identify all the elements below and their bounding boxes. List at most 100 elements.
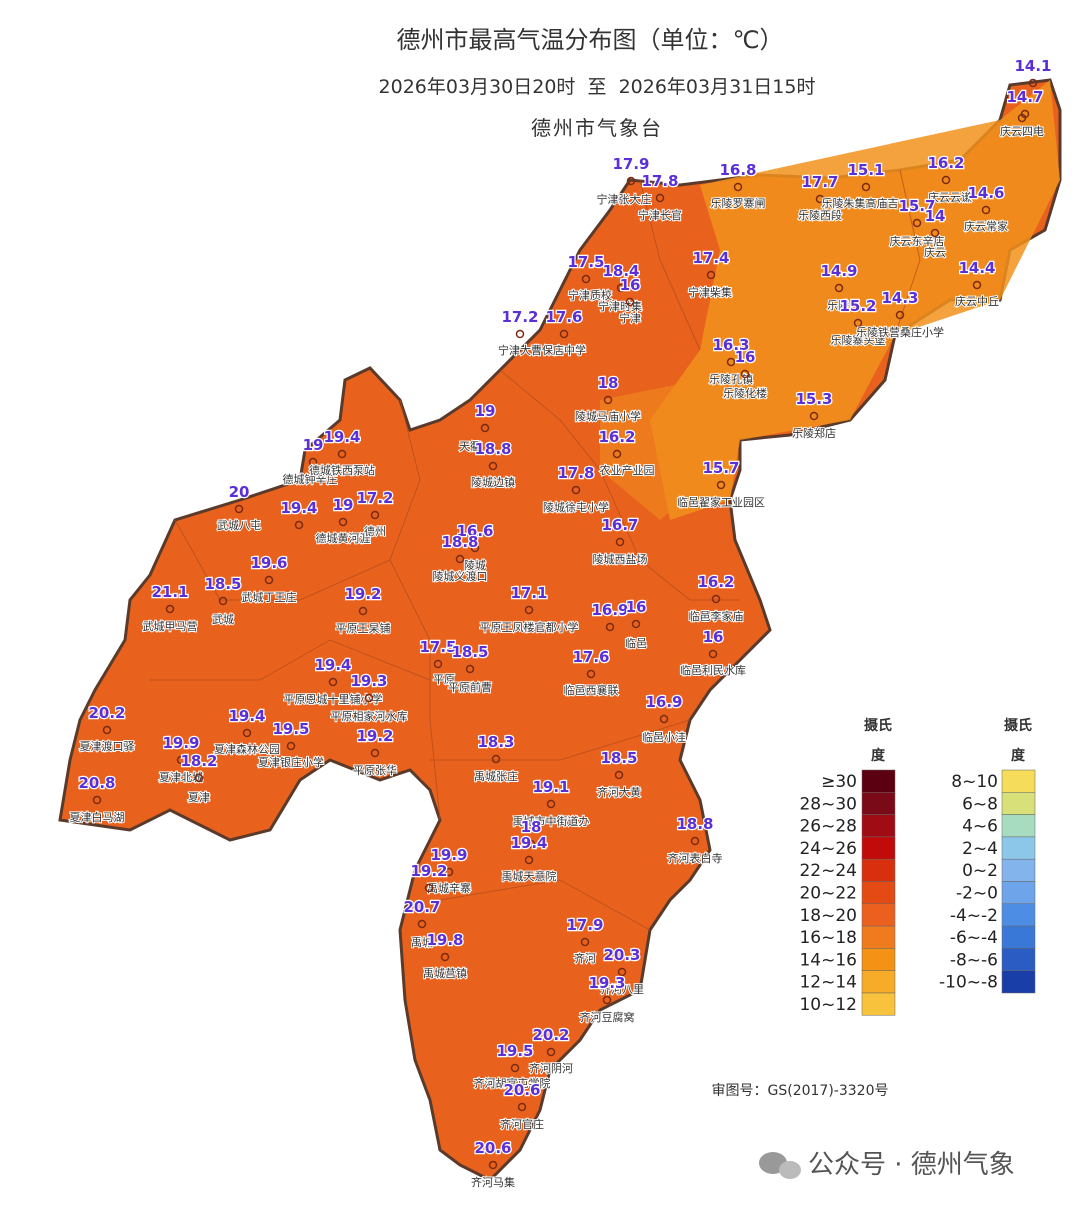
station-name: 禹城 (411, 936, 433, 949)
station-name: 武城丁王庄 (242, 590, 297, 604)
legend-swatch (861, 769, 896, 793)
station-value: 19.9 (162, 734, 199, 752)
station-value: 17.1 (510, 584, 547, 602)
station-dot (308, 457, 318, 467)
station-dot (328, 677, 338, 687)
legend-swatch (1001, 970, 1036, 994)
station-value: 18.5 (451, 643, 488, 661)
station-dot (546, 799, 556, 809)
station-value: 14.3 (881, 289, 918, 307)
station-dot (510, 1063, 520, 1073)
legend-swatch (861, 881, 896, 905)
station-dot (294, 520, 304, 530)
station-value: 17.2 (501, 308, 538, 326)
station-dot (861, 182, 871, 192)
station-dot (1017, 113, 1027, 123)
legend-swatch (861, 948, 896, 971)
station-value: 17.4 (692, 249, 729, 267)
station-value: 19.2 (410, 862, 447, 880)
station-value: 16.2 (598, 428, 635, 446)
station-value: 16 (620, 276, 641, 294)
station-name: 齐河官庄 (500, 1117, 544, 1131)
station-dot (716, 480, 726, 490)
station-dot (941, 175, 951, 185)
station-name: 夏津银庄小学 (258, 755, 324, 769)
station-value: 18 (598, 374, 619, 392)
station-value: 16.3 (712, 336, 749, 354)
station-dot (358, 606, 368, 616)
station-value: 19.3 (350, 672, 387, 690)
station-dot (370, 510, 380, 520)
station-name: 平原王杲铺 (336, 622, 391, 635)
station-name: 庆云中丘 (955, 294, 999, 308)
station-name: 乐陵郑店 (792, 426, 836, 440)
station-dot (930, 228, 940, 238)
station-name: 临邑 (625, 636, 647, 650)
station-dot (286, 741, 296, 751)
station-name: 齐河大黄 (597, 785, 641, 799)
station-dot (364, 693, 374, 703)
station-name: 乐陵 (827, 299, 849, 312)
station-value: 18.5 (600, 749, 637, 767)
station-dot (631, 619, 641, 629)
station-name: 乐陵化楼 (723, 386, 767, 400)
stations: 14.1 14.7 庆云四电 17.9 宁津张大庄 17.8 宁津长官 16.8 乐陵罗寨闸 17… (69, 56, 1053, 1190)
station-name: 临邑西襄联 (564, 683, 619, 697)
station-value: 19 (475, 402, 496, 420)
station-value: 16 (626, 598, 647, 616)
legend-swatch (861, 792, 896, 815)
station-name: 平原恩城十里铺小学 (284, 692, 383, 706)
station-value: 20.6 (503, 1081, 540, 1099)
station-value: 20.3 (603, 946, 640, 964)
station-value: 16.2 (697, 573, 734, 591)
station-value: 18.8 (676, 815, 713, 833)
station-name: 禹城天意院 (502, 869, 557, 883)
station-value: 19.3 (588, 974, 625, 992)
approval-number: 审图号：GS(2017)-3320号 (712, 1083, 889, 1099)
legend-swatch (1001, 769, 1036, 793)
station-dot (571, 485, 581, 495)
station-dot (546, 1047, 556, 1057)
station-name: 乐陵朱集高庙吉 (822, 196, 899, 210)
station-value: 16 (703, 628, 724, 646)
county-borders (150, 169, 921, 931)
station-dot (165, 604, 175, 614)
subtitle: 2026年03月30日20时 至 2026年03月31日15时 (379, 76, 816, 98)
station-name: 夏津 (188, 791, 210, 804)
legend-title: 摄氏 (1004, 717, 1032, 734)
station-value: 17.2 (356, 489, 393, 507)
station-dot (517, 1102, 527, 1112)
legend-label: 2~4 (962, 839, 998, 859)
legend-label: 24~26 (799, 839, 857, 859)
station-dot (242, 728, 252, 738)
station-value: 17.6 (572, 648, 609, 666)
station-name: 陵城西盐场 (593, 552, 648, 566)
station-name: 齐河阴河 (529, 1061, 573, 1075)
station-name: 德城钟辛庄 (283, 472, 338, 486)
station-dot (690, 836, 700, 846)
station-dot (440, 952, 450, 962)
legend-label: -8~-6 (950, 950, 998, 970)
station-dot (337, 449, 347, 459)
station-value: 16 (735, 348, 756, 366)
station-name: 夏津渡口驿 (80, 739, 135, 753)
legend-label: -10~-8 (939, 973, 998, 993)
station-name: 宁津时集 (598, 299, 642, 313)
legend-swatch (861, 970, 896, 994)
legend-label: 8~10 (951, 772, 998, 792)
station-name: 武城 (212, 613, 234, 626)
station-value: 20.8 (78, 774, 115, 792)
station-value: 20.7 (403, 898, 440, 916)
station-name: 齐河表白寺 (668, 851, 723, 865)
station-dot (616, 283, 626, 293)
legend-label: -2~0 (956, 884, 998, 904)
cooler-zone (600, 380, 720, 520)
legend-label: ≥30 (821, 772, 857, 792)
station-dot (455, 554, 465, 564)
station-dot (444, 867, 454, 877)
station-value: 19.5 (496, 1042, 533, 1060)
station-name: 临邑翟家工业园区 (677, 495, 765, 509)
station-name: 宁津质校 (568, 288, 612, 302)
station-value: 18.8 (474, 440, 511, 458)
station-dot (617, 967, 627, 977)
